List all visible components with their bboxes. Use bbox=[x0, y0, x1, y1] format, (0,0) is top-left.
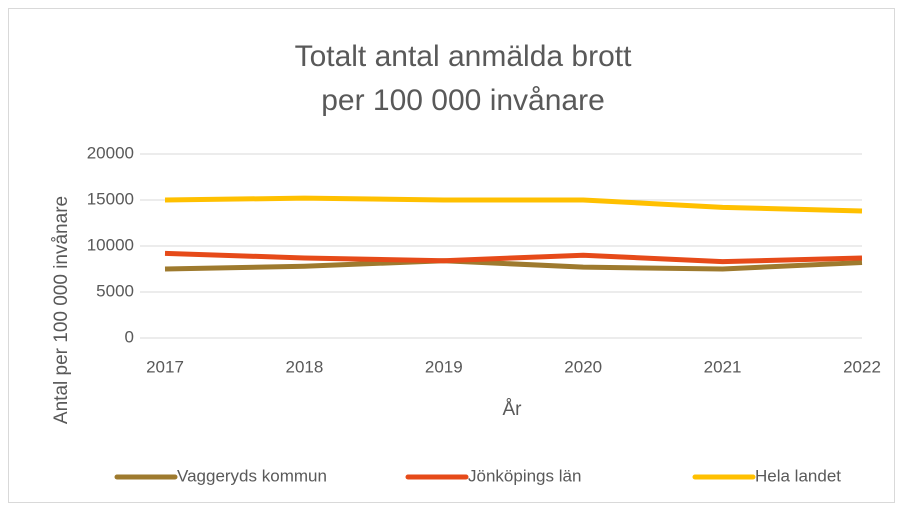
chart-title: per 100 000 invånare bbox=[321, 84, 605, 117]
y-tick-label: 5000 bbox=[96, 281, 134, 300]
series-line bbox=[164, 250, 863, 265]
series-line bbox=[164, 195, 863, 214]
y-tick-label: 20000 bbox=[87, 143, 134, 162]
x-tick-label: 2017 bbox=[146, 357, 184, 376]
x-tick-label: 2020 bbox=[564, 357, 602, 376]
x-tick-label: 2019 bbox=[425, 357, 463, 376]
legend-label: Hela landet bbox=[755, 466, 841, 485]
y-tick-label: 10000 bbox=[87, 235, 134, 254]
legend-label: Vaggeryds kommun bbox=[177, 466, 327, 485]
x-axis-label: År bbox=[503, 399, 523, 420]
chart-title: Totalt antal anmälda brott bbox=[295, 40, 633, 73]
y-tick-label: 15000 bbox=[87, 189, 134, 208]
x-tick-label: 2018 bbox=[285, 357, 323, 376]
series-line bbox=[164, 258, 863, 272]
x-tick-label: 2022 bbox=[843, 357, 881, 376]
chart-border bbox=[8, 8, 895, 503]
legend-label: Jönköpings län bbox=[468, 466, 581, 485]
x-tick-label: 2021 bbox=[704, 357, 742, 376]
y-tick-label: 0 bbox=[125, 327, 134, 346]
y-axis-label: Antal per 100 000 invånare bbox=[51, 196, 72, 424]
